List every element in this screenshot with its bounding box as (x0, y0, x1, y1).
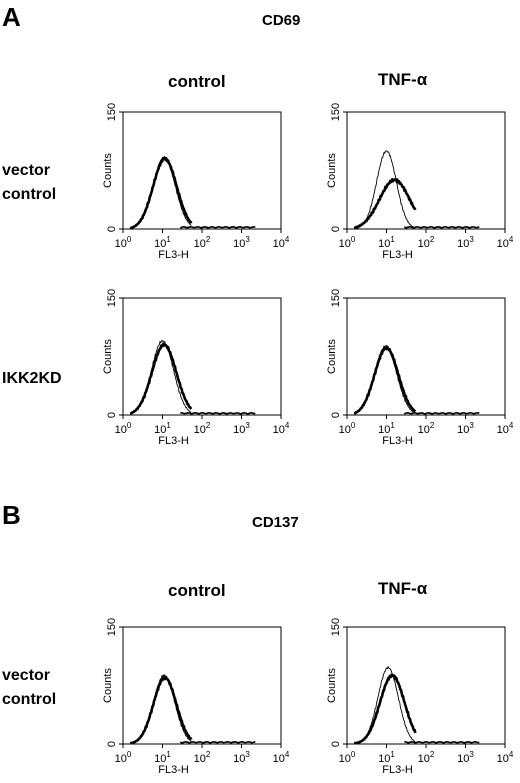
x-tick-label: 104 (273, 235, 290, 250)
x-tick-label: 101 (378, 235, 395, 250)
y-axis-label: Counts (102, 668, 114, 703)
x-tick-label: 102 (194, 750, 211, 765)
x-tick-label: 102 (418, 235, 435, 250)
histogram-panel-3: 100 101 102 103 104 0 150 FL3-H Counts (102, 289, 290, 447)
x-tick-label: 103 (457, 235, 474, 250)
y-axis-label: Counts (326, 668, 338, 703)
x-tick-label: 103 (457, 421, 474, 436)
y-tick-label: 150 (330, 618, 342, 636)
x-tick-label: 103 (233, 235, 250, 250)
x-tick-label: 101 (154, 421, 171, 436)
histogram-curve-thin (130, 156, 192, 229)
x-tick-label: 104 (497, 421, 514, 436)
panel-a-col-label-control: control (168, 72, 226, 91)
baseline-trace (179, 740, 256, 744)
panel-a-row-label-ikk2kd: IKK2KD (2, 370, 62, 387)
x-tick-label: 100 (115, 235, 132, 250)
x-axis-label: FL3-H (382, 764, 413, 776)
panel-b-marker-title: CD137 (252, 514, 299, 531)
baseline-trace (404, 740, 480, 744)
panel-b-row-label-vector-control: control (2, 691, 57, 708)
histogram-curve-thin (130, 339, 192, 415)
histogram-panel-5: 100 101 102 103 104 0 150 FL3-H Counts (102, 618, 290, 776)
y-tick-label: 0 (106, 226, 118, 232)
plot-frame (122, 111, 282, 230)
panel-b-col-label-control: control (168, 581, 226, 600)
y-tick-label: 0 (106, 741, 118, 747)
x-tick-label: 102 (418, 421, 435, 436)
panel-a-row-label-vector-control: control (2, 186, 57, 203)
x-tick-label: 104 (273, 750, 290, 765)
x-tick-label: 103 (457, 750, 474, 765)
histogram-curve-thick (353, 345, 417, 415)
x-tick-label: 102 (194, 235, 211, 250)
x-tick-label: 103 (233, 421, 250, 436)
panel-a-letter: A (2, 2, 21, 32)
baseline-trace (179, 225, 256, 229)
x-tick-label: 103 (233, 750, 250, 765)
plot-frame (346, 111, 506, 230)
histogram-curve-thick (353, 673, 417, 745)
y-tick-label: 0 (106, 412, 118, 418)
y-axis-label: Counts (326, 339, 338, 374)
plot-frame (122, 297, 282, 416)
x-tick-label: 101 (154, 235, 171, 250)
y-tick-label: 0 (330, 226, 342, 232)
y-tick-label: 150 (330, 289, 342, 307)
x-axis-label: FL3-H (382, 435, 413, 447)
plot-frame (346, 297, 506, 416)
histogram-panel-4: 100 101 102 103 104 0 150 FL3-H Counts (326, 289, 514, 447)
y-axis-label: Counts (102, 339, 114, 374)
panel-a-marker-title: CD69 (262, 12, 301, 29)
y-tick-label: 150 (106, 103, 118, 121)
panel-a-col-label-tnf: TNF-α (378, 70, 428, 89)
x-tick-label: 104 (497, 750, 514, 765)
baseline-trace (180, 411, 256, 415)
y-axis-label: Counts (102, 153, 114, 188)
x-tick-label: 100 (115, 421, 132, 436)
histogram-panel-6: 100 101 102 103 104 0 150 FL3-H Counts (326, 618, 514, 776)
histogram-curve-thick (353, 178, 417, 229)
x-axis-label: FL3-H (158, 435, 189, 447)
x-tick-label: 100 (339, 421, 356, 436)
x-axis-label: FL3-H (158, 764, 189, 776)
x-tick-label: 104 (273, 421, 290, 436)
x-tick-label: 100 (339, 235, 356, 250)
panel-b-letter: B (2, 500, 21, 530)
histogram-curve-thick (129, 156, 193, 230)
x-tick-label: 101 (378, 421, 395, 436)
histogram-curve-thick (129, 342, 193, 415)
y-tick-label: 150 (106, 618, 118, 636)
y-tick-label: 150 (106, 289, 118, 307)
x-tick-label: 101 (378, 750, 395, 765)
x-axis-label: FL3-H (158, 249, 189, 261)
x-tick-label: 100 (115, 750, 132, 765)
panel-b-row-label-vector: vector (2, 667, 51, 684)
panel-a-row-label-vector: vector (2, 162, 51, 179)
x-tick-label: 102 (194, 421, 211, 436)
histogram-curve-thick (129, 675, 193, 745)
y-axis-label: Counts (326, 153, 338, 188)
x-tick-label: 102 (418, 750, 435, 765)
x-tick-label: 104 (497, 235, 514, 250)
y-tick-label: 150 (330, 103, 342, 121)
baseline-trace (403, 225, 480, 229)
x-tick-label: 100 (339, 750, 356, 765)
y-tick-label: 0 (330, 741, 342, 747)
baseline-trace (403, 411, 480, 415)
panel-b-col-label-tnf: TNF-α (378, 579, 428, 598)
y-tick-label: 0 (330, 412, 342, 418)
histogram-panel-2: 100 101 102 103 104 0 150 FL3-H Counts (326, 103, 514, 261)
x-axis-label: FL3-H (382, 249, 413, 261)
x-tick-label: 101 (154, 750, 171, 765)
histogram-panel-1: 100 101 102 103 104 0 150 FL3-H Counts (102, 103, 290, 261)
